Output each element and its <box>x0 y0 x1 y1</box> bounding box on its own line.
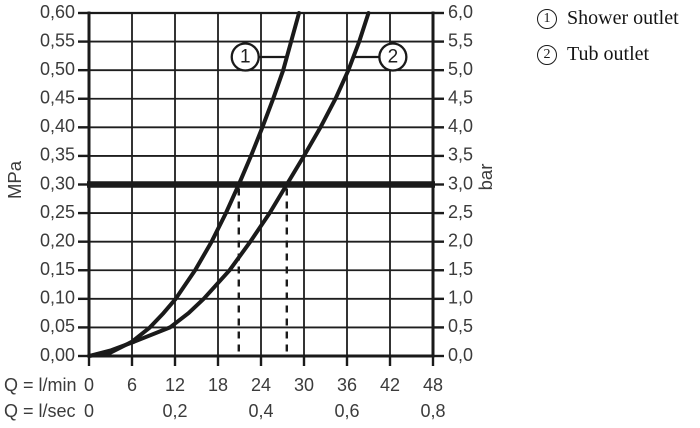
x-secondary-tick-label: 0,8 <box>420 401 445 421</box>
y-right-tick-labels: 0,0 0,5 1,0 1,5 2,0 2,5 3,0 3,5 4,0 4,5 5,0 5,5 6,0 <box>448 2 473 365</box>
y-left-tick-label: 0,05 <box>40 316 75 336</box>
y-right-tick-label: 5,0 <box>448 59 473 79</box>
x-tick-label: 42 <box>380 375 400 395</box>
y-right-tick-label: 3,0 <box>448 173 473 193</box>
y-right-tick-label: 1,5 <box>448 259 473 279</box>
y-right-tick-label: 5,5 <box>448 30 473 50</box>
legend: 1 Shower outlet 2 Tub outlet <box>537 7 679 79</box>
legend-item-tub-outlet: 2 Tub outlet <box>537 43 679 66</box>
x-tick-label: 36 <box>337 375 357 395</box>
curve-tub-outlet <box>87 11 371 358</box>
y-right-tick-label: 2,5 <box>448 202 473 222</box>
x-axis-title: Q = l/min <box>4 375 77 395</box>
badge-circle <box>378 42 408 72</box>
legend-label-shower-outlet: Shower outlet <box>567 7 679 29</box>
y-right-tick-label: 4,5 <box>448 88 473 108</box>
legend-label-tub-outlet: Tub outlet <box>567 43 650 65</box>
y-left-tick-label: 0,40 <box>40 116 75 136</box>
x-tick-labels: 0 6 12 18 24 30 36 42 48 <box>84 375 443 395</box>
y-right-tick-label: 1,0 <box>448 288 473 308</box>
curve-shower-outlet <box>87 11 301 358</box>
badge-number: 2 <box>388 47 399 68</box>
y-left-tick-label: 0,00 <box>40 345 75 365</box>
x-tick-label: 18 <box>208 375 228 395</box>
x-tick-label: 24 <box>251 375 271 395</box>
curve-badge-2: 2 <box>353 42 408 72</box>
y-left-tick-label: 0,15 <box>40 259 75 279</box>
y-left-tick-label: 0,50 <box>40 59 75 79</box>
legend-item-shower-outlet: 1 Shower outlet <box>537 7 679 30</box>
y-left-tick-labels: 0,00 0,05 0,10 0,15 0,20 0,25 0,30 0,35 0,40 0,45… <box>40 2 75 365</box>
badge-number: 1 <box>240 47 251 68</box>
x-secondary-tick-labels: 0 0,2 0,4 0,6 0,8 <box>84 401 446 421</box>
y-right-tick-label: 0,5 <box>448 316 473 336</box>
x-secondary-axis-title: Q = l/sec <box>4 401 76 421</box>
y-left-tick-label: 0,10 <box>40 288 75 308</box>
legend-symbol-1-icon: 1 <box>537 8 557 29</box>
y-left-tick-label: 0,55 <box>40 30 75 50</box>
badge-circle <box>230 42 260 72</box>
x-tick-label: 48 <box>423 375 443 395</box>
x-tick-label: 0 <box>84 375 94 395</box>
x-tick-label: 6 <box>127 375 137 395</box>
y-left-tick-label: 0,60 <box>40 2 75 22</box>
x-secondary-tick-label: 0,6 <box>334 401 359 421</box>
y-right-tick-label: 3,5 <box>448 145 473 165</box>
legend-symbol-2-icon: 2 <box>537 44 557 65</box>
y-left-axis-title: MPa <box>4 160 25 199</box>
x-secondary-tick-label: 0 <box>84 401 94 421</box>
y-left-tick-label: 0,35 <box>40 145 75 165</box>
y-left-tick-label: 0,30 <box>40 173 75 193</box>
x-secondary-tick-label: 0,4 <box>248 401 273 421</box>
y-right-tick-label: 6,0 <box>448 2 473 22</box>
x-tick-label: 30 <box>294 375 314 395</box>
y-left-tick-label: 0,25 <box>40 202 75 222</box>
y-right-tick-label: 2,0 <box>448 230 473 250</box>
y-right-tick-label: 0,0 <box>448 345 473 365</box>
y-right-tick-label: 4,0 <box>448 116 473 136</box>
y-left-tick-label: 0,45 <box>40 88 75 108</box>
y-left-tick-label: 0,20 <box>40 230 75 250</box>
curve-badge-1: 1 <box>230 42 287 72</box>
x-secondary-tick-label: 0,2 <box>162 401 187 421</box>
x-tick-label: 12 <box>165 375 185 395</box>
y-right-axis-title: bar <box>475 164 496 191</box>
